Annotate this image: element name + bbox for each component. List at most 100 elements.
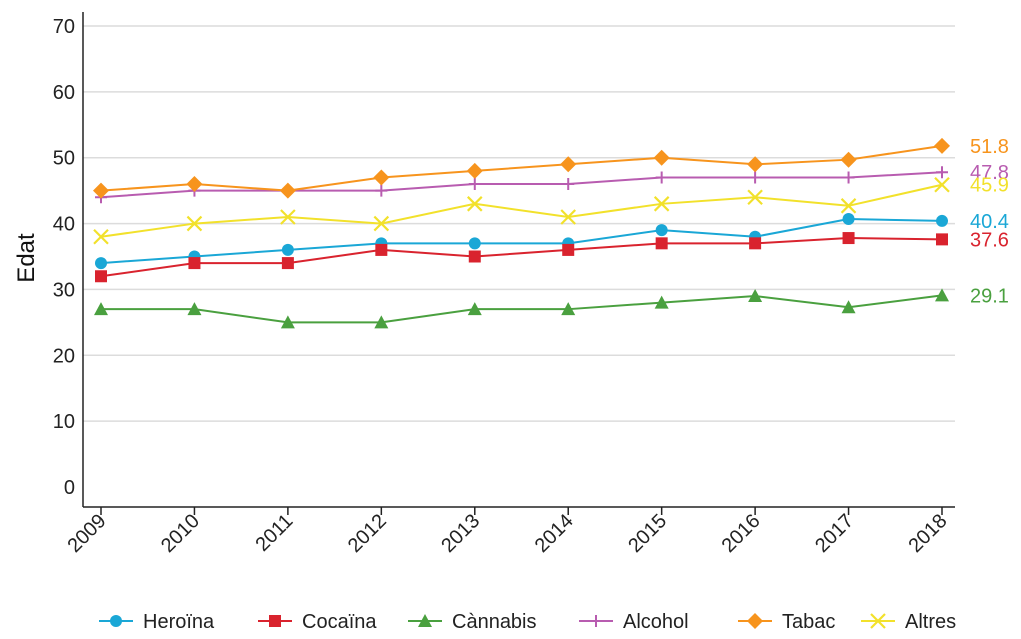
series-line [101,294,943,324]
data-point [653,196,670,212]
data-point [655,237,668,250]
data-point [560,156,577,173]
data-point [748,289,763,303]
legend-marker [269,615,281,627]
y-axis-title: Edat [13,233,40,283]
end-label-altres: 45.9 [970,175,1009,197]
end-label-alcohol: 47.8 [970,162,1009,184]
legend-item-alcohol: Alcohol [579,611,689,633]
data-point [93,228,109,245]
data-point [280,209,296,225]
legend-item-cannabis: Cànnabis [408,611,537,633]
data-point [93,182,109,199]
series-altres [93,176,950,245]
data-point [188,257,201,270]
data-point [468,178,481,191]
legend-label: Tabac [782,611,835,633]
x-tick-label: 2016 [718,510,765,557]
x-tick-label: 2011 [251,510,297,556]
y-tick-label: 70 [53,16,75,38]
x-tick-label: 2015 [624,510,671,557]
y-tick-label: 30 [53,279,75,301]
data-point [95,270,107,283]
data-point [280,315,295,329]
data-point [653,149,670,166]
data-point [936,233,948,246]
data-point [841,300,856,314]
end-labels: 40.437.6 29.1 47.8 51.8 45.9 [970,136,1009,307]
data-point [655,171,668,184]
data-point [840,198,857,214]
data-point [842,232,855,245]
end-label-cocaina: 37.6 [970,229,1009,251]
legend-label: Altres [905,611,956,633]
series-line [100,183,943,238]
x-tick-labels: 2009 2010 2011 2012 2013 2014 2015 2016 2017 2018 [64,510,952,557]
y-tick-label: 0 [64,477,75,499]
data-point [281,243,294,256]
data-point [655,224,668,237]
legend-label: Cànnabis [452,611,537,633]
data-point [279,182,296,199]
legend-item-cocaina: Cocaïna [258,611,377,633]
x-tick-label: 2013 [437,510,484,557]
series-line [100,171,943,199]
y-tick-labels: 0 10 20 30 40 50 60 70 [53,16,75,499]
series-cocaina [95,232,948,283]
data-point [466,162,483,179]
data-point [749,171,762,184]
data-point [747,156,764,173]
data-point [749,237,762,250]
legend-marker [590,615,602,627]
data-point [375,184,388,197]
series-alcohol [95,166,948,204]
data-point [562,243,575,256]
legend-label: Heroïna [143,611,215,633]
data-point [467,302,482,316]
data-point [934,176,950,193]
data-point [562,178,575,191]
data-point [561,302,576,316]
data-point [936,214,948,227]
data-point [840,151,857,168]
data-point [186,176,203,193]
end-label-tabac: 51.8 [970,136,1009,158]
data-point [560,209,576,225]
x-tick-label: 2010 [157,510,204,557]
data-point [95,257,107,270]
legend-marker [747,613,763,629]
data-point [373,169,390,186]
y-tick-label: 10 [53,411,75,433]
legend: Heroïna Cocaïna Cànnabis Alcohol Tabac Altres [99,611,956,633]
x-tick-label: 2014 [531,510,578,557]
data-point [842,171,855,184]
data-point [747,189,763,206]
data-point [934,137,950,154]
legend-item-tabac: Tabac [738,611,835,633]
series-line [100,237,943,278]
data-point [468,250,481,263]
y-tick-label: 60 [53,82,75,104]
series-group [93,137,950,329]
y-tick-label: 40 [53,214,75,236]
y-tick-label: 20 [53,345,75,367]
data-point [94,302,108,316]
series-line [100,217,943,265]
data-point [842,212,855,225]
x-tick-label: 2017 [811,510,858,557]
series-cannabis [94,288,949,329]
legend-label: Cocaïna [302,611,377,633]
end-label-cannabis: 29.1 [970,285,1009,307]
data-point [186,215,203,232]
data-point [281,257,294,270]
data-point [654,295,669,309]
data-point [375,243,388,256]
data-point [468,237,481,250]
series-line [100,144,943,192]
legend-marker [110,615,122,627]
x-tick-label: 2009 [64,510,111,557]
x-tick-label: 2012 [344,510,391,557]
legend-marker [418,614,432,627]
end-label-heroina: 40.4 [970,211,1009,233]
